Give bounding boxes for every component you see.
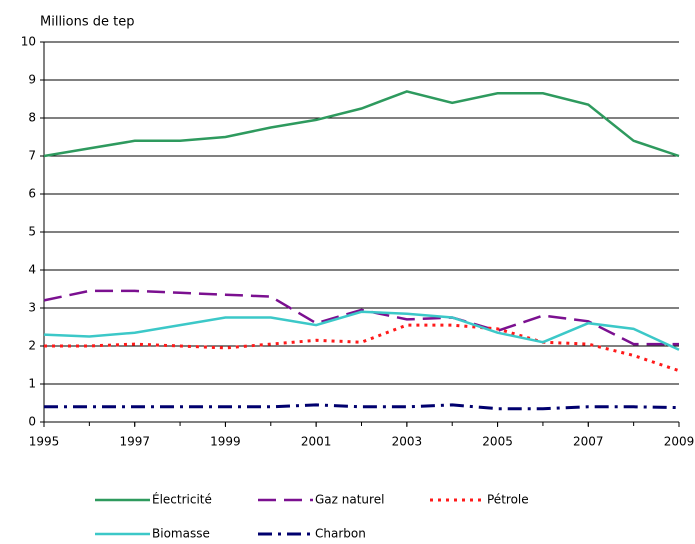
series-line	[43, 90, 680, 158]
x-tick-label: 2009	[664, 435, 695, 449]
y-axis-label: Millions de tep	[40, 15, 135, 30]
y-tick-label: 0	[28, 415, 36, 429]
y-tick-label: 4	[28, 263, 36, 277]
series-line	[44, 323, 680, 373]
legend-label: Gaz naturel	[315, 493, 384, 507]
x-tick-label: 2007	[573, 435, 604, 449]
x-tick-label: 2003	[392, 435, 423, 449]
series-line	[43, 289, 679, 346]
y-tick-label: 2	[28, 339, 36, 353]
y-tick-label: 6	[28, 187, 36, 201]
x-tick-label: 2001	[301, 435, 332, 449]
x-tick-label: 1997	[119, 435, 150, 449]
legend-label: Pétrole	[487, 493, 529, 507]
x-tick-label: 1999	[210, 435, 241, 449]
legend-label: Charbon	[315, 527, 366, 541]
y-tick-label: 3	[28, 301, 36, 315]
series-line	[43, 310, 680, 351]
y-tick-label: 9	[28, 73, 36, 87]
legend-label: Électricité	[152, 492, 212, 507]
y-tick-label: 8	[28, 111, 36, 125]
y-tick-label: 5	[28, 225, 36, 239]
y-tick-label: 10	[21, 35, 36, 49]
legend-label: Biomasse	[152, 527, 210, 541]
y-tick-label: 7	[28, 149, 36, 163]
series-line	[44, 403, 680, 411]
x-tick-label: 1995	[29, 435, 60, 449]
x-tick-label: 2005	[482, 435, 513, 449]
y-tick-label: 1	[28, 377, 36, 391]
